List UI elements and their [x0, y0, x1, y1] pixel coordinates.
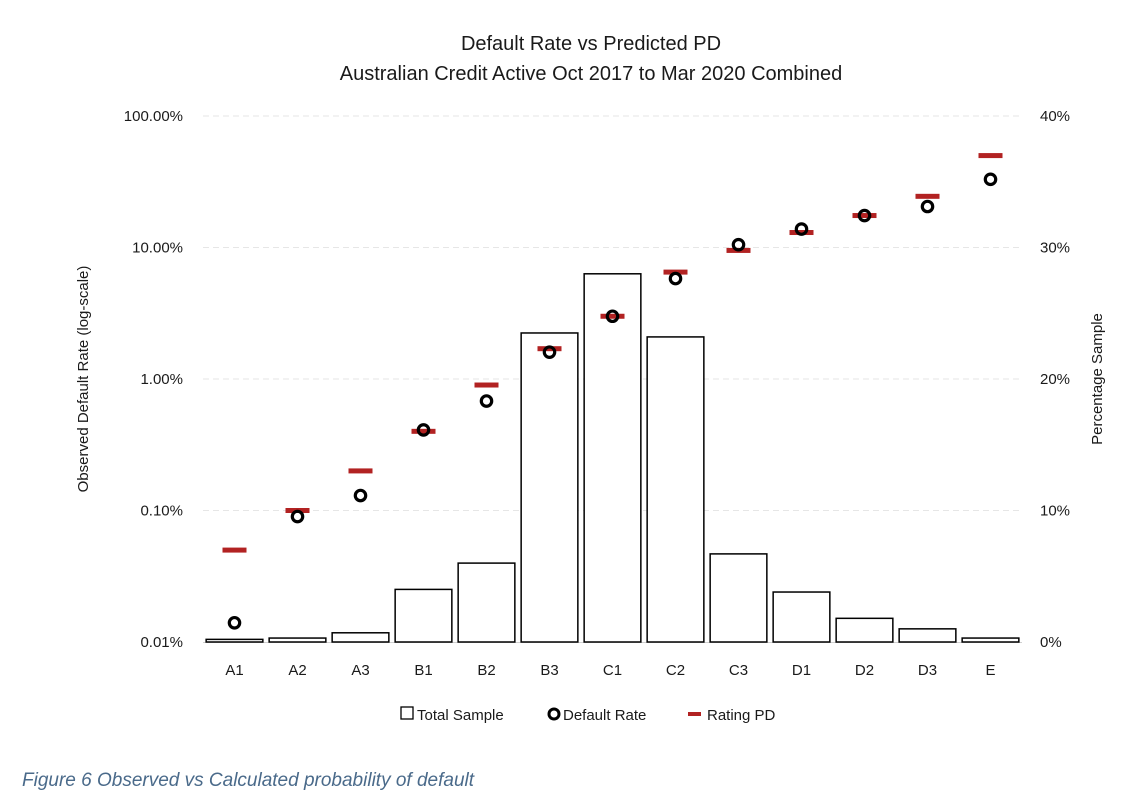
bar-series [205, 273, 1020, 643]
default-rate-point [794, 222, 809, 236]
chart-subtitle: Australian Credit Active Oct 2017 to Mar… [340, 63, 842, 85]
x-tick-label: A3 [351, 662, 369, 679]
x-tick-label: B1 [414, 662, 432, 679]
default-rate-point [605, 309, 620, 324]
x-tick-label: C3 [729, 662, 748, 679]
x-tick-label: A1 [225, 662, 243, 679]
bar [709, 553, 768, 643]
bar [457, 562, 516, 643]
default-rate-point [668, 271, 683, 286]
bar [394, 588, 453, 643]
left-axis-label: Observed Default Rate (log-scale) [75, 266, 92, 493]
rating-pd-marker [537, 346, 562, 352]
right-tick-label: 10% [1040, 503, 1070, 520]
x-tick-label: D3 [918, 662, 937, 679]
bar [268, 637, 327, 643]
rating-pd-marker [222, 547, 247, 553]
rating-pd-marker [600, 313, 625, 319]
default-rate-point [542, 345, 557, 359]
rating-pd-marker [978, 153, 1003, 159]
bar [898, 628, 957, 643]
right-axis-ticks: 0% 10% 20% 30% 40% [1040, 108, 1070, 651]
right-axis-label: Percentage Sample [1089, 313, 1106, 445]
left-axis-ticks: 0.01% 0.10% 1.00% 10.00% 100.00% [124, 108, 183, 651]
legend-default-rate-label: Default Rate [563, 707, 646, 724]
chart-title: Default Rate vs Predicted PD [461, 33, 721, 55]
legend-total-sample-label: Total Sample [417, 707, 504, 724]
default-rate-series [227, 172, 998, 630]
figure-caption: Figure 6 Observed vs Calculated probabil… [22, 770, 475, 791]
x-tick-label: A2 [288, 662, 306, 679]
rating-pd-marker [348, 468, 373, 474]
right-tick-label: 20% [1040, 371, 1070, 388]
left-tick-label: 1.00% [140, 371, 183, 388]
x-tick-label: D1 [792, 662, 811, 679]
default-rate-point [353, 488, 368, 503]
x-tick-label: D2 [855, 662, 874, 679]
legend-total-sample-swatch [400, 706, 414, 720]
default-rate-point [731, 237, 746, 252]
legend: Total Sample Default Rate Rating PD [400, 706, 776, 724]
left-tick-label: 0.10% [140, 503, 183, 520]
default-rate-point [479, 394, 494, 408]
legend-rating-pd-label: Rating PD [707, 707, 776, 724]
bar [583, 273, 642, 643]
x-tick-label: B2 [477, 662, 495, 679]
legend-rating-pd-swatch [688, 712, 701, 716]
x-tick-label: B3 [540, 662, 558, 679]
rating-pd-marker [915, 193, 940, 199]
rating-pd-marker [474, 382, 499, 388]
left-tick-label: 100.00% [124, 108, 183, 125]
rating-pd-marker [852, 213, 877, 219]
left-tick-label: 0.01% [140, 634, 183, 651]
default-rate-point [290, 509, 305, 524]
chart: Default Rate vs Predicted PD Australian … [75, 33, 1106, 724]
default-rate-point [920, 199, 935, 214]
x-tick-label: C2 [666, 662, 685, 679]
bar [520, 332, 579, 643]
bar [835, 617, 894, 643]
bar [961, 637, 1020, 643]
default-rate-point [227, 615, 242, 630]
legend-default-rate-swatch [547, 707, 561, 721]
right-tick-label: 40% [1040, 108, 1070, 125]
left-tick-label: 10.00% [132, 240, 183, 257]
default-rate-point [983, 172, 998, 187]
bar [646, 336, 705, 643]
right-tick-label: 30% [1040, 240, 1070, 257]
x-tick-label: C1 [603, 662, 622, 679]
bar [772, 591, 831, 643]
rating-pd-marker [411, 428, 436, 434]
bar [331, 632, 390, 643]
default-rate-point [416, 423, 431, 437]
rating-pd-marker [789, 230, 814, 236]
x-tick-label: E [985, 662, 995, 679]
bar [205, 638, 264, 643]
default-rate-point [857, 208, 872, 223]
x-axis-ticks: A1 A2 A3 B1 B2 B3 C1 C2 C3 D1 D2 D3 E [225, 662, 995, 679]
right-tick-label: 0% [1040, 634, 1062, 651]
